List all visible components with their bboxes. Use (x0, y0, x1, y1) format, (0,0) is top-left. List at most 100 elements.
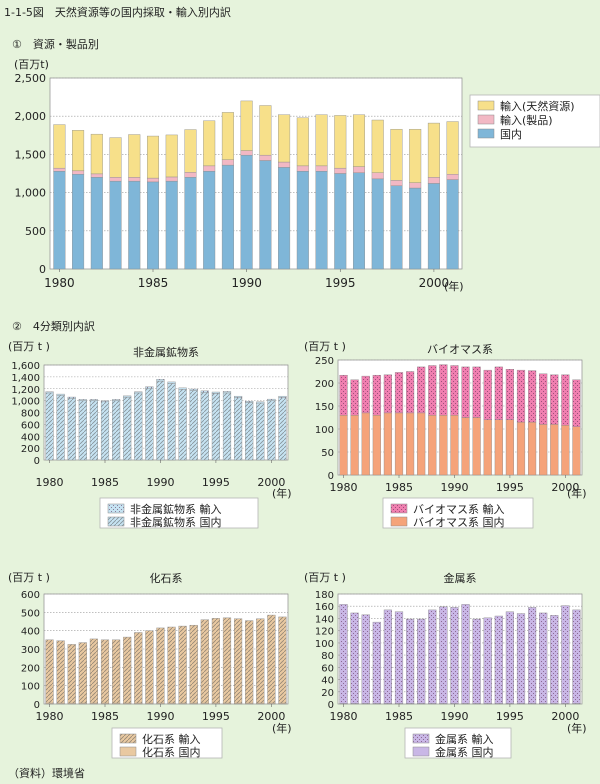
bar-nonmetal (78, 400, 87, 461)
bar-nonmetal (256, 402, 265, 461)
bar-metal (350, 612, 359, 704)
y-tick-label: 1,000 (11, 397, 40, 408)
bar-main (221, 159, 234, 166)
y-tick-label: 250 (315, 356, 334, 367)
bar-main (146, 135, 160, 179)
bar-main (109, 177, 122, 182)
chart-main: 0 500 1,000 1,500 2,000 2,500 1980 1985 1990 1995… (14, 58, 600, 293)
bar-biomass (406, 371, 415, 414)
bar-metal (383, 609, 392, 704)
bar-nonmetal (200, 390, 209, 393)
y-tick-label: 400 (21, 627, 40, 638)
bar-main (259, 154, 272, 161)
bar-main (53, 167, 66, 172)
bar-biomass (417, 412, 426, 476)
bar-main (221, 112, 234, 160)
x-tick-label: 1980 (36, 710, 64, 723)
bar-biomass (539, 373, 548, 425)
bar-biomass (406, 412, 415, 476)
bar-main (371, 172, 384, 180)
bar-main (90, 177, 103, 270)
bar-biomass (494, 419, 503, 476)
y-tick-label: 800 (21, 409, 40, 420)
bar-nonmetal (145, 386, 154, 389)
bar-nonmetal (278, 397, 287, 461)
bar-fossil (200, 619, 209, 704)
bar-nonmetal (112, 399, 121, 401)
x-tick-label: 1985 (91, 476, 119, 489)
bar-biomass (350, 415, 359, 476)
bar-main (427, 122, 440, 178)
y-tick-label: 200 (21, 444, 40, 455)
bar-metal (450, 607, 459, 704)
bar-nonmetal (45, 392, 54, 461)
bar-metal (539, 612, 548, 704)
x-tick-label: 1980 (330, 710, 358, 723)
bar-main (184, 172, 197, 178)
bar-biomass (428, 365, 437, 416)
bar-biomass (417, 366, 426, 414)
bar-nonmetal (189, 388, 198, 391)
bar-metal (516, 613, 526, 704)
bar-nonmetal (134, 391, 143, 394)
x-unit-label: (年) (272, 721, 292, 735)
y-tick-label: 100 (21, 682, 40, 693)
x-unit-label: (年) (444, 279, 464, 293)
legend-swatch (477, 114, 495, 125)
bar-nonmetal (222, 392, 232, 461)
bar-main (390, 128, 403, 181)
bar-main (334, 115, 347, 169)
y-tick-label: 60 (321, 663, 334, 674)
bar-main (278, 161, 291, 168)
y-tick-label: 100 (315, 425, 334, 436)
bar-fossil (189, 624, 198, 704)
legend-label: 非金属鉱物系 国内 (130, 515, 222, 529)
bar-biomass (528, 421, 537, 476)
bar-fossil (89, 638, 98, 704)
x-tick-label: 1990 (440, 710, 468, 723)
y-tick-label: 100 (315, 639, 334, 650)
bar-biomass (505, 419, 514, 476)
bar-main (352, 114, 366, 167)
y-tick-label: 1,500 (15, 148, 47, 161)
y-tick-label: 1,400 (11, 373, 40, 384)
bar-main (334, 173, 347, 270)
bar-nonmetal (145, 387, 154, 461)
bar-biomass (428, 415, 437, 476)
x-tick-label: 1995 (496, 481, 524, 494)
bar-metal (550, 615, 559, 704)
legend-label: 国内 (500, 127, 522, 141)
bar-fossil (222, 617, 232, 704)
bar-main (109, 180, 122, 270)
x-tick-label: 1985 (138, 276, 169, 290)
bar-main (296, 165, 309, 172)
bar-biomass (383, 412, 392, 476)
x-tick-label: 1980 (330, 481, 358, 494)
bar-nonmetal (211, 391, 220, 394)
y-tick-label: 1,000 (15, 187, 47, 200)
bar-metal (561, 605, 570, 704)
y-axis-label: (百万t) (14, 58, 49, 71)
bar-nonmetal (112, 400, 121, 461)
x-tick-label: 1995 (496, 710, 524, 723)
bar-main (334, 167, 347, 174)
x-tick-label: 2000 (551, 710, 579, 723)
bar-main (128, 134, 141, 178)
bar-main (184, 129, 197, 173)
x-tick-label: 1995 (325, 276, 356, 290)
y-tick-label: 0 (328, 471, 334, 482)
bar-main (390, 180, 403, 186)
x-tick-label: 1990 (146, 476, 174, 489)
bar-biomass (461, 417, 470, 476)
bar-metal (572, 609, 581, 704)
y-tick-label: 300 (21, 645, 40, 656)
y-tick-label: 40 (321, 676, 334, 687)
source-note: （資料）環境省 (8, 767, 85, 780)
legend-swatch (107, 516, 125, 527)
bar-fossil (278, 616, 287, 704)
bar-main (278, 167, 291, 270)
y-tick-label: 80 (321, 651, 334, 662)
bar-biomass (494, 366, 503, 420)
